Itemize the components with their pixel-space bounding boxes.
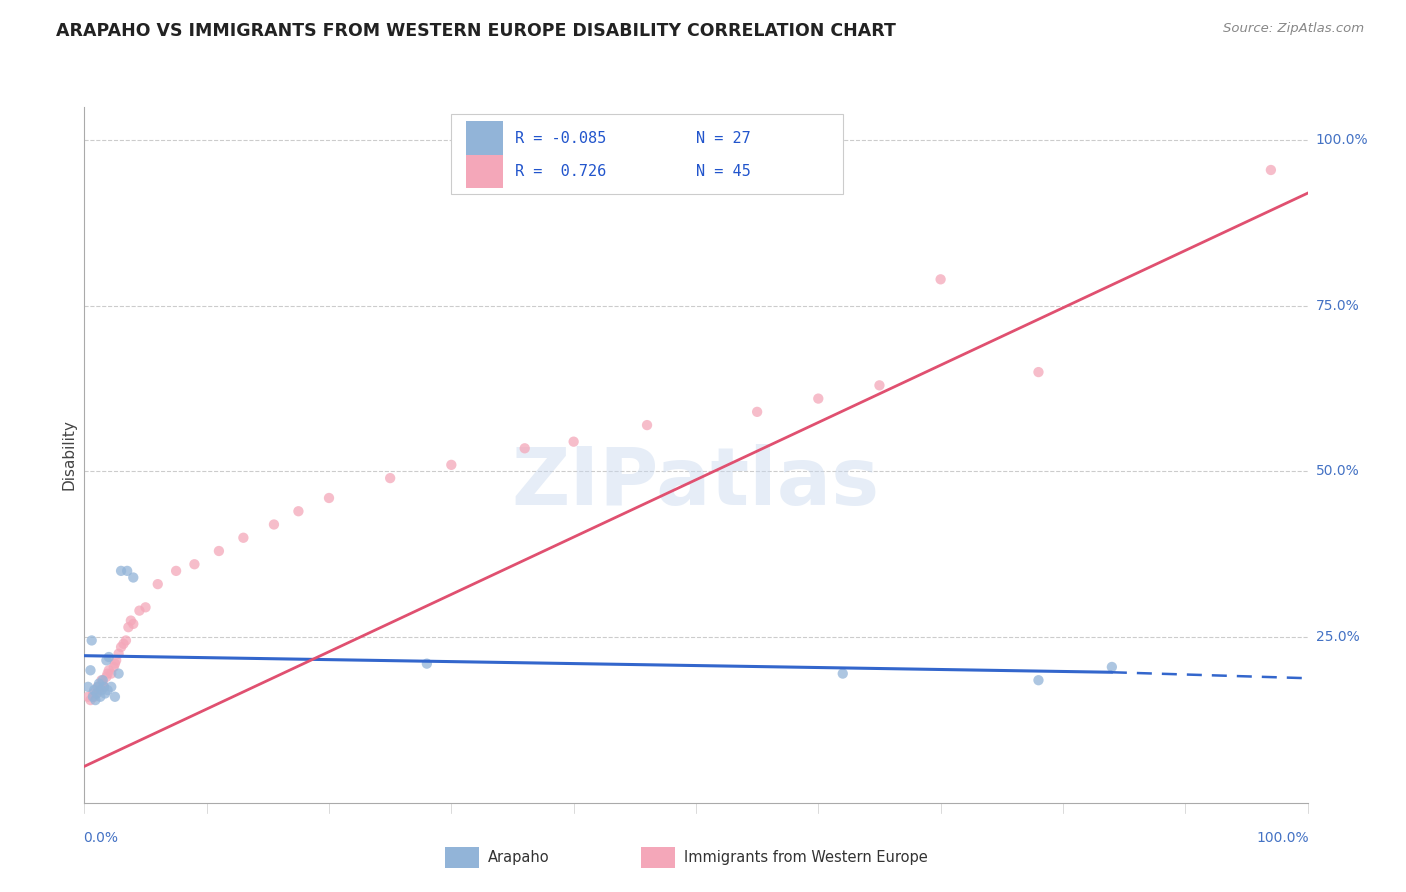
- Point: [77, 690, 100, 704]
- FancyBboxPatch shape: [446, 847, 479, 868]
- Point: [86, 686, 108, 700]
- Point: [747, 405, 769, 419]
- Point: [636, 418, 658, 433]
- Point: [287, 504, 309, 518]
- Point: [83, 690, 105, 704]
- Point: [208, 544, 231, 558]
- Point: [96, 670, 118, 684]
- Point: [79, 693, 101, 707]
- Point: [100, 666, 122, 681]
- Point: [93, 680, 115, 694]
- Point: [90, 673, 112, 688]
- Point: [165, 564, 187, 578]
- Text: R = -0.085: R = -0.085: [515, 130, 606, 145]
- Text: 100.0%: 100.0%: [1316, 133, 1368, 147]
- Point: [128, 604, 150, 618]
- Point: [103, 660, 125, 674]
- Text: 75.0%: 75.0%: [1316, 299, 1360, 313]
- Point: [105, 653, 128, 667]
- Text: ZIPatlas: ZIPatlas: [512, 443, 880, 522]
- Point: [91, 676, 114, 690]
- FancyBboxPatch shape: [641, 847, 675, 868]
- Text: Arapaho: Arapaho: [488, 849, 550, 864]
- Point: [84, 693, 107, 707]
- Point: [110, 640, 132, 654]
- Point: [117, 620, 139, 634]
- Point: [110, 564, 132, 578]
- Text: 0.0%: 0.0%: [83, 830, 118, 845]
- FancyBboxPatch shape: [465, 121, 503, 154]
- Point: [87, 683, 110, 698]
- Point: [869, 378, 891, 392]
- Point: [79, 663, 101, 677]
- Point: [107, 647, 129, 661]
- Point: [263, 517, 285, 532]
- Point: [107, 666, 129, 681]
- Point: [115, 633, 138, 648]
- Point: [97, 683, 120, 698]
- Text: N = 45: N = 45: [696, 164, 751, 179]
- Point: [87, 676, 110, 690]
- Point: [513, 442, 536, 456]
- Point: [93, 680, 115, 694]
- FancyBboxPatch shape: [465, 155, 503, 188]
- Point: [80, 633, 103, 648]
- Point: [416, 657, 439, 671]
- Point: [87, 680, 110, 694]
- Point: [440, 458, 463, 472]
- Point: [82, 686, 104, 700]
- Point: [91, 673, 114, 688]
- Point: [120, 614, 142, 628]
- Text: 50.0%: 50.0%: [1316, 465, 1360, 478]
- Point: [90, 683, 112, 698]
- Point: [104, 690, 127, 704]
- Point: [97, 663, 120, 677]
- Point: [82, 690, 104, 704]
- Point: [104, 657, 127, 671]
- Point: [929, 272, 952, 286]
- Point: [1101, 660, 1123, 674]
- Point: [807, 392, 830, 406]
- Point: [83, 683, 105, 698]
- Text: R =  0.726: R = 0.726: [515, 164, 606, 179]
- Text: Source: ZipAtlas.com: Source: ZipAtlas.com: [1223, 22, 1364, 36]
- Point: [562, 434, 585, 449]
- FancyBboxPatch shape: [451, 114, 842, 194]
- Point: [1260, 163, 1282, 178]
- Point: [87, 680, 110, 694]
- Point: [97, 650, 120, 665]
- Y-axis label: Disability: Disability: [60, 419, 76, 491]
- Point: [183, 558, 205, 572]
- Text: 100.0%: 100.0%: [1256, 830, 1309, 845]
- Point: [831, 666, 853, 681]
- Point: [1028, 673, 1050, 688]
- Point: [100, 680, 122, 694]
- Text: Immigrants from Western Europe: Immigrants from Western Europe: [683, 849, 928, 864]
- Point: [1028, 365, 1050, 379]
- Point: [112, 637, 135, 651]
- Point: [77, 680, 100, 694]
- Text: N = 27: N = 27: [696, 130, 751, 145]
- Text: ARAPAHO VS IMMIGRANTS FROM WESTERN EUROPE DISABILITY CORRELATION CHART: ARAPAHO VS IMMIGRANTS FROM WESTERN EUROP…: [56, 22, 896, 40]
- Point: [318, 491, 340, 505]
- Point: [122, 616, 145, 631]
- Point: [146, 577, 169, 591]
- Point: [135, 600, 157, 615]
- Point: [380, 471, 402, 485]
- Point: [232, 531, 254, 545]
- Point: [86, 686, 108, 700]
- Point: [94, 686, 117, 700]
- Point: [122, 570, 145, 584]
- Text: 25.0%: 25.0%: [1316, 630, 1360, 644]
- Point: [89, 690, 111, 704]
- Point: [115, 564, 138, 578]
- Point: [97, 666, 120, 681]
- Point: [96, 653, 118, 667]
